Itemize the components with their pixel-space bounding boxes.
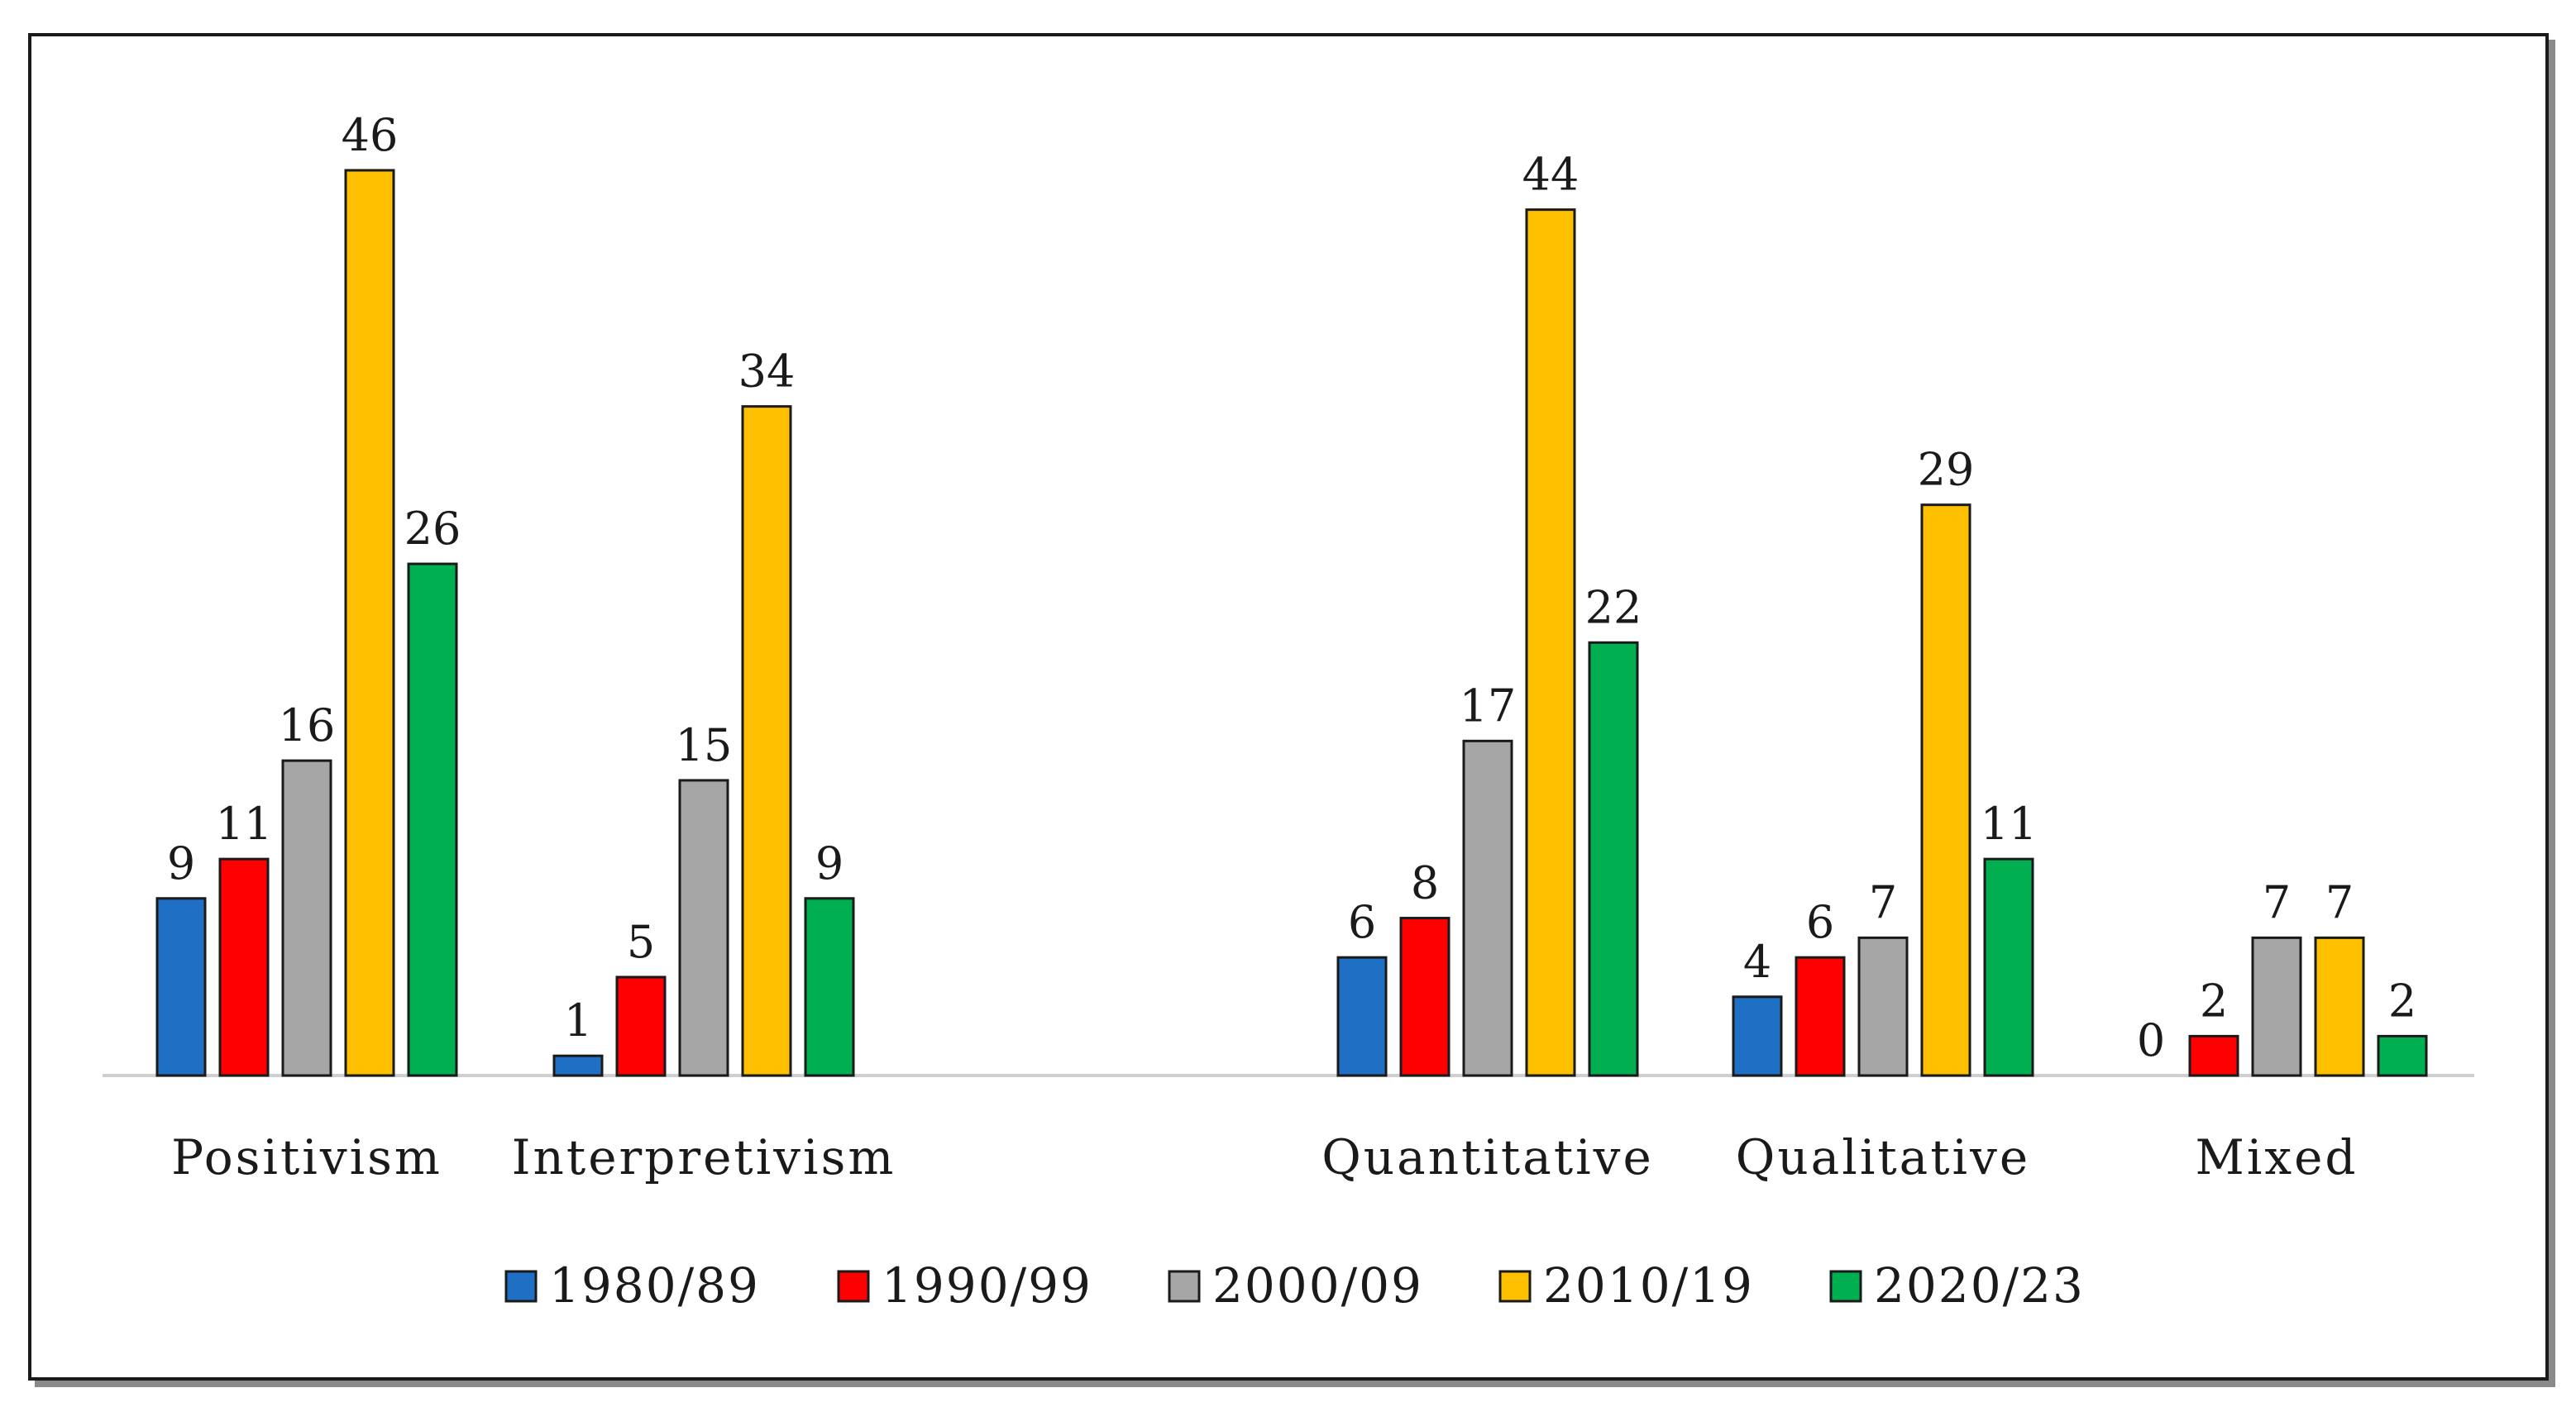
legend-label-2000-09: 2000/09: [1212, 1257, 1423, 1314]
bar-qualitative-2020-23: [1983, 857, 2034, 1077]
category-label-qualitative: Qualitative: [1736, 1129, 2030, 1185]
data-label-interpretivism-2000-09: 15: [676, 719, 733, 771]
legend: 1980/89 1990/99 2000/09 2010/19 2020/23: [504, 1257, 2085, 1314]
data-label-mixed-2000-09: 7: [2263, 876, 2291, 928]
bars-layer: [155, 169, 2428, 1077]
data-label-qualitative-2010-19: 29: [1918, 444, 1975, 496]
bar-positivism-1990-99: [218, 857, 270, 1077]
legend-swatch-2020-23: [1829, 1270, 1862, 1303]
legend-label-1990-99: 1990/99: [882, 1257, 1092, 1314]
category-label-mixed: Mixed: [2195, 1129, 2358, 1185]
legend-swatch-1990-99: [837, 1270, 870, 1303]
bar-quantitative-1990-99: [1399, 917, 1450, 1077]
data-label-quantitative-2010-19: 44: [1522, 149, 1580, 201]
data-label-positivism-1980-89: 9: [167, 837, 195, 890]
data-label-quantitative-1980-89: 6: [1348, 896, 1376, 948]
category-label-quantitative: Quantitative: [1321, 1129, 1654, 1185]
legend-swatch-2010-19: [1498, 1270, 1532, 1303]
data-label-interpretivism-1980-89: 1: [564, 994, 592, 1047]
bar-mixed-2010-19: [2314, 936, 2365, 1077]
data-label-qualitative-2000-09: 7: [1869, 876, 1897, 928]
bar-mixed-2000-09: [2251, 936, 2302, 1077]
data-label-mixed-1980-89: 0: [2137, 1014, 2165, 1066]
data-label-interpretivism-1990-99: 5: [627, 916, 655, 968]
data-label-positivism-2020-23: 26: [404, 503, 461, 555]
bar-interpretivism-2000-09: [678, 779, 729, 1077]
bar-positivism-2000-09: [281, 759, 332, 1077]
bar-mixed-1990-99: [2188, 1034, 2239, 1077]
legend-label-2020-23: 2020/23: [1874, 1257, 2085, 1314]
bar-interpretivism-2010-19: [741, 405, 792, 1077]
bar-qualitative-2010-19: [1920, 503, 1971, 1077]
category-label-interpretivism: Interpretivism: [512, 1129, 896, 1185]
bar-quantitative-2000-09: [1462, 739, 1513, 1077]
legend-swatch-2000-09: [1168, 1270, 1201, 1303]
data-label-mixed-1990-99: 2: [2200, 975, 2228, 1027]
bar-qualitative-2000-09: [1857, 936, 1909, 1077]
category-labels-layer: Positivism Interpretivism Quantitative Qual…: [171, 1129, 2358, 1185]
data-label-mixed-2010-19: 7: [2325, 876, 2354, 928]
data-label-quantitative-1990-99: 8: [1411, 857, 1439, 909]
bar-quantitative-2020-23: [1588, 641, 1639, 1077]
data-label-quantitative-2020-23: 22: [1585, 581, 1642, 633]
legend-swatch-1980-89: [504, 1270, 538, 1303]
bar-qualitative-1990-99: [1795, 956, 1846, 1077]
data-label-qualitative-2020-23: 11: [1981, 798, 2038, 850]
data-label-interpretivism-2010-19: 34: [738, 346, 796, 398]
bar-positivism-1980-89: [155, 897, 207, 1077]
data-label-positivism-1990-99: 11: [216, 798, 273, 850]
bar-quantitative-1980-89: [1336, 956, 1388, 1077]
bar-positivism-2020-23: [407, 562, 458, 1077]
bar-qualitative-1980-89: [1732, 995, 1783, 1077]
bar-positivism-2010-19: [344, 169, 395, 1077]
data-label-positivism-2000-09: 16: [279, 699, 336, 751]
bar-quantitative-2010-19: [1525, 208, 1576, 1077]
bar-interpretivism-2020-23: [804, 897, 855, 1077]
bar-interpretivism-1980-89: [552, 1054, 604, 1077]
data-label-qualitative-1980-89: 4: [1743, 936, 1771, 988]
legend-label-1980-89: 1980/89: [549, 1257, 760, 1314]
data-label-quantitative-2000-09: 17: [1460, 680, 1517, 732]
data-label-positivism-2010-19: 46: [342, 109, 399, 161]
bar-interpretivism-1990-99: [615, 975, 667, 1077]
data-label-interpretivism-2020-23: 9: [815, 837, 844, 890]
legend-label-2010-19: 2010/19: [1543, 1257, 1754, 1314]
bar-mixed-2020-23: [2377, 1034, 2428, 1077]
data-label-mixed-2020-23: 2: [2388, 975, 2416, 1027]
data-label-qualitative-1990-99: 6: [1806, 896, 1834, 948]
category-label-positivism: Positivism: [171, 1129, 442, 1185]
